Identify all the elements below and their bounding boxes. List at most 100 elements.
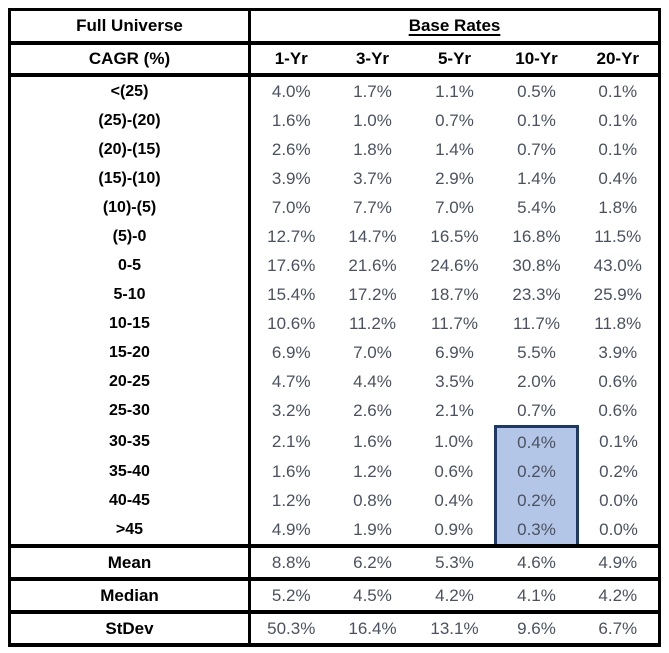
cell: 4.7% <box>271 371 311 391</box>
cell: 3.5% <box>435 371 474 391</box>
table-row: 5-10 15.4% 17.2% 18.7% 23.3% 25.9% <box>9 280 660 309</box>
row-label: 0-5 <box>9 251 251 280</box>
cell: 21.6% <box>348 255 397 275</box>
row-label: 20-25 <box>9 367 251 396</box>
table-row: 40-45 1.2% 0.8% 0.4% 0.2% 0.0% <box>9 486 660 515</box>
table-row: (20)-(15) 2.6% 1.8% 1.4% 0.7% 0.1% <box>9 135 660 164</box>
cell: 4.9% <box>577 546 660 581</box>
highlighted-cell: 0.3% <box>494 515 579 548</box>
cell: 0.7% <box>517 139 556 159</box>
row-label: 40-45 <box>9 486 251 515</box>
row-header-title: CAGR (%) <box>9 43 251 77</box>
cell: 7.0% <box>435 197 474 217</box>
cell: 0.1% <box>517 110 556 130</box>
cell: 25.9% <box>593 284 642 304</box>
cell: 0.4% <box>598 168 638 188</box>
cell: 0.9% <box>413 515 496 548</box>
cell: 14.7% <box>348 226 397 246</box>
row-label: 15-20 <box>9 338 251 367</box>
cell: 4.2% <box>577 579 660 614</box>
cell: 2.0% <box>517 371 556 391</box>
cell: 16.4% <box>331 612 414 647</box>
cell: 0.4% <box>434 490 474 510</box>
cell: 30.8% <box>512 255 561 275</box>
cell: 11.8% <box>594 313 642 333</box>
cell: 3.9% <box>271 168 311 188</box>
cell: 12.7% <box>267 226 316 246</box>
cell: 0.1% <box>598 110 638 130</box>
cell: 16.5% <box>430 226 479 246</box>
cell: 13.1% <box>413 612 496 647</box>
group-header-label: Base Rates <box>408 16 501 35</box>
summary-label: Mean <box>9 546 251 581</box>
column-header-5yr: 5-Yr <box>413 43 496 77</box>
highlighted-cell: 0.2% <box>494 457 579 486</box>
cell: 5.2% <box>249 579 332 614</box>
row-label: (20)-(15) <box>9 135 251 164</box>
cell: 4.6% <box>495 546 578 581</box>
cell: 4.2% <box>413 579 496 614</box>
highlighted-cell: 0.4% <box>494 425 579 457</box>
cell: 4.5% <box>331 579 414 614</box>
cell: 1.2% <box>353 461 392 481</box>
column-header-1yr: 1-Yr <box>249 43 332 77</box>
cell: 50.3% <box>249 612 332 647</box>
cell: 16.8% <box>512 226 561 246</box>
corner-title: Full Universe <box>9 9 251 45</box>
cell: 0.1% <box>599 431 638 451</box>
row-label: 30-35 <box>9 426 251 457</box>
cell: 0.0% <box>599 490 638 510</box>
table-row: (25)-(20) 1.6% 1.0% 0.7% 0.1% 0.1% <box>9 106 660 135</box>
table-header-row-group: Full Universe Base Rates <box>9 9 660 45</box>
cell: 6.2% <box>331 546 414 581</box>
cell: 3.7% <box>353 168 392 188</box>
cell: 3.9% <box>598 342 638 362</box>
row-label: >45 <box>9 515 251 548</box>
cell: 2.6% <box>271 139 311 159</box>
highlighted-cell: 0.2% <box>494 486 579 515</box>
table-row: 25-30 3.2% 2.6% 2.1% 0.7% 0.6% <box>9 396 660 427</box>
column-header-20yr: 20-Yr <box>577 43 660 77</box>
row-label: 35-40 <box>9 457 251 486</box>
summary-row-mean: Mean 8.8% 6.2% 5.3% 4.6% 4.9% <box>9 546 660 581</box>
column-header-3yr: 3-Yr <box>331 43 414 77</box>
cell: 0.8% <box>353 490 392 510</box>
cell: 17.6% <box>267 255 316 275</box>
group-header: Base Rates <box>249 9 660 45</box>
cell: 4.0% <box>271 81 311 101</box>
cell: 5.4% <box>517 197 556 217</box>
table-row: 30-35 2.1% 1.6% 1.0% 0.4% 0.1% <box>9 425 660 457</box>
base-rates-table: Full Universe Base Rates CAGR (%) 1-Yr 3… <box>8 8 662 647</box>
table-row: 15-20 6.9% 7.0% 6.9% 5.5% 3.9% <box>9 338 660 367</box>
cell: 8.8% <box>249 546 332 581</box>
cell: 2.1% <box>271 431 311 451</box>
cell: 0.7% <box>517 400 556 420</box>
row-label: (5)-0 <box>9 222 251 251</box>
row-label: <(25) <box>9 75 251 106</box>
base-rates-table-container: Full Universe Base Rates CAGR (%) 1-Yr 3… <box>8 8 662 647</box>
cell: 11.7% <box>431 313 478 333</box>
row-label: (15)-(10) <box>9 164 251 193</box>
cell: 0.0% <box>577 515 660 548</box>
cell: 0.5% <box>517 81 556 101</box>
row-label: 10-15 <box>9 309 251 338</box>
cell: 0.2% <box>599 461 638 481</box>
cell: 5.5% <box>517 342 556 362</box>
cell: 15.4% <box>267 284 316 304</box>
table-row: >45 4.9% 1.9% 0.9% 0.3% 0.0% <box>9 515 660 548</box>
table-row: 10-15 10.6% 11.2% 11.7% 11.7% 11.8% <box>9 309 660 338</box>
cell: 1.2% <box>271 490 311 510</box>
cell: 1.0% <box>434 431 474 451</box>
cell: 1.6% <box>271 461 311 481</box>
cell: 4.9% <box>249 515 332 548</box>
summary-row-median: Median 5.2% 4.5% 4.2% 4.1% 4.2% <box>9 579 660 614</box>
row-label: (10)-(5) <box>9 193 251 222</box>
cell: 4.1% <box>495 579 578 614</box>
cell: 1.1% <box>435 81 474 101</box>
cell: 43.0% <box>593 255 642 275</box>
cell: 1.4% <box>435 139 474 159</box>
summary-row-stdev: StDev 50.3% 16.4% 13.1% 9.6% 6.7% <box>9 612 660 647</box>
cell: 7.0% <box>353 342 392 362</box>
cell: 6.9% <box>271 342 311 362</box>
cell: 1.9% <box>331 515 414 548</box>
